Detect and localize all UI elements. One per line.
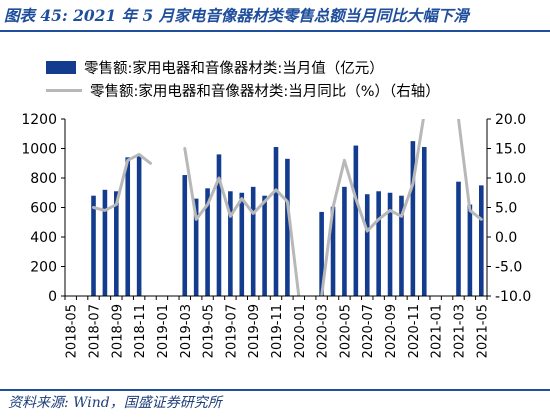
- x-tick-label-2020-01: 2020-01: [293, 304, 308, 358]
- bar-2018-08: [102, 189, 108, 296]
- bar-2018-07: [91, 195, 96, 296]
- legend-line-swatch: [46, 88, 82, 92]
- bar-2021-05: [478, 185, 484, 296]
- bar-2019-08: [239, 192, 245, 296]
- legend-item-bar: 零售额:家用电器和音像器材类:当月值（亿元）: [46, 56, 384, 78]
- bar-2021-04: [467, 204, 473, 296]
- x-tick-label-2019-01: 2019-01: [156, 304, 171, 358]
- legend-bar-swatch: [46, 60, 76, 74]
- bar-2020-06: [353, 145, 359, 296]
- bar-2018-10: [125, 157, 131, 296]
- x-tick-label-2021-05: 2021-05: [475, 304, 490, 358]
- bar-2019-06: [216, 154, 222, 296]
- x-tick-label-2020-03: 2020-03: [316, 304, 331, 358]
- right-tick-label-15.0: 15.0: [495, 142, 526, 158]
- right-tick-label--10.0: -10.0: [495, 289, 531, 305]
- x-tick-label-2020-05: 2020-05: [338, 304, 353, 358]
- x-tick-label-2019-03: 2019-03: [179, 304, 194, 358]
- bar-2019-09: [250, 186, 256, 296]
- source-note: 资料来源: Wind，国盛证券研究所: [8, 395, 222, 411]
- x-tick-label-2021-03: 2021-03: [452, 304, 467, 358]
- right-tick-label-20.0: 20.0: [495, 112, 526, 128]
- bar-2019-10: [262, 195, 267, 296]
- legend-item-line: 零售额:家用电器和音像器材类:当月同比（%）（右轴）: [46, 79, 440, 101]
- yoy-line-segment-4: [457, 119, 483, 221]
- bar-2020-04: [330, 206, 336, 296]
- x-tick-label-2018-07: 2018-07: [88, 304, 103, 358]
- x-tick-label-2019-09: 2019-09: [247, 304, 262, 358]
- left-tick-label-800: 800: [30, 171, 57, 187]
- x-tick-label-2020-11: 2020-11: [407, 304, 422, 358]
- bar-2019-11: [273, 147, 279, 296]
- x-tick-label-2018-11: 2018-11: [133, 304, 148, 358]
- x-tick-label-2021-01: 2021-01: [430, 304, 445, 358]
- x-tick-label-2019-11: 2019-11: [270, 304, 285, 358]
- x-tick-label-2020-09: 2020-09: [384, 304, 399, 358]
- yoy-line-segment-2: [183, 147, 301, 296]
- bar-2020-10: [399, 195, 404, 296]
- bar-2020-11: [410, 141, 416, 296]
- x-tick-label-2018-09: 2018-09: [110, 304, 125, 358]
- yoy-line-segment-1: [92, 152, 152, 212]
- bar-2021-03: [456, 181, 461, 296]
- bar-2019-12: [285, 158, 290, 296]
- bar-2019-04: [193, 198, 199, 296]
- right-tick-label-0.0: 0.0: [495, 230, 517, 246]
- bar-2019-03: [182, 175, 188, 296]
- bar-2020-05: [342, 186, 347, 296]
- title-rule: [0, 30, 550, 32]
- bar-2020-07: [364, 194, 370, 296]
- yoy-line-segment-3: [320, 119, 425, 296]
- bar-2020-03: [319, 211, 324, 296]
- bar-2018-09: [114, 191, 119, 296]
- left-tick-label-600: 600: [30, 201, 57, 217]
- left-tick-label-0: 0: [48, 289, 57, 305]
- left-tick-label-1200: 1200: [21, 112, 57, 128]
- x-tick-label-2018-05: 2018-05: [65, 304, 80, 358]
- legend-bar-label: 零售额:家用电器和音像器材类:当月值（亿元）: [84, 60, 384, 77]
- legend-line-label: 零售额:家用电器和音像器材类:当月同比（%）（右轴）: [90, 83, 440, 100]
- footer-rule: [0, 389, 550, 391]
- left-tick-label-1000: 1000: [21, 142, 57, 158]
- bar-2020-09: [387, 192, 393, 296]
- left-tick-label-200: 200: [30, 260, 57, 276]
- bar-2019-05: [205, 188, 210, 296]
- bar-2020-12: [421, 147, 427, 296]
- x-tick-label-2020-07: 2020-07: [361, 304, 376, 358]
- bar-2020-08: [376, 191, 381, 296]
- chart-title: 图表 45: 2021 年 5 月家电音像器材类零售总额当月同比大幅下滑: [4, 6, 469, 25]
- bar-2019-07: [228, 191, 233, 296]
- x-tick-label-2019-05: 2019-05: [202, 304, 217, 358]
- right-tick-label-5.0: 5.0: [495, 201, 517, 217]
- right-tick-label-10.0: 10.0: [495, 171, 526, 187]
- left-tick-label-400: 400: [30, 230, 57, 246]
- x-tick-label-2019-07: 2019-07: [224, 304, 239, 358]
- right-tick-label--5.0: -5.0: [495, 260, 522, 276]
- bar-2018-11: [136, 155, 142, 296]
